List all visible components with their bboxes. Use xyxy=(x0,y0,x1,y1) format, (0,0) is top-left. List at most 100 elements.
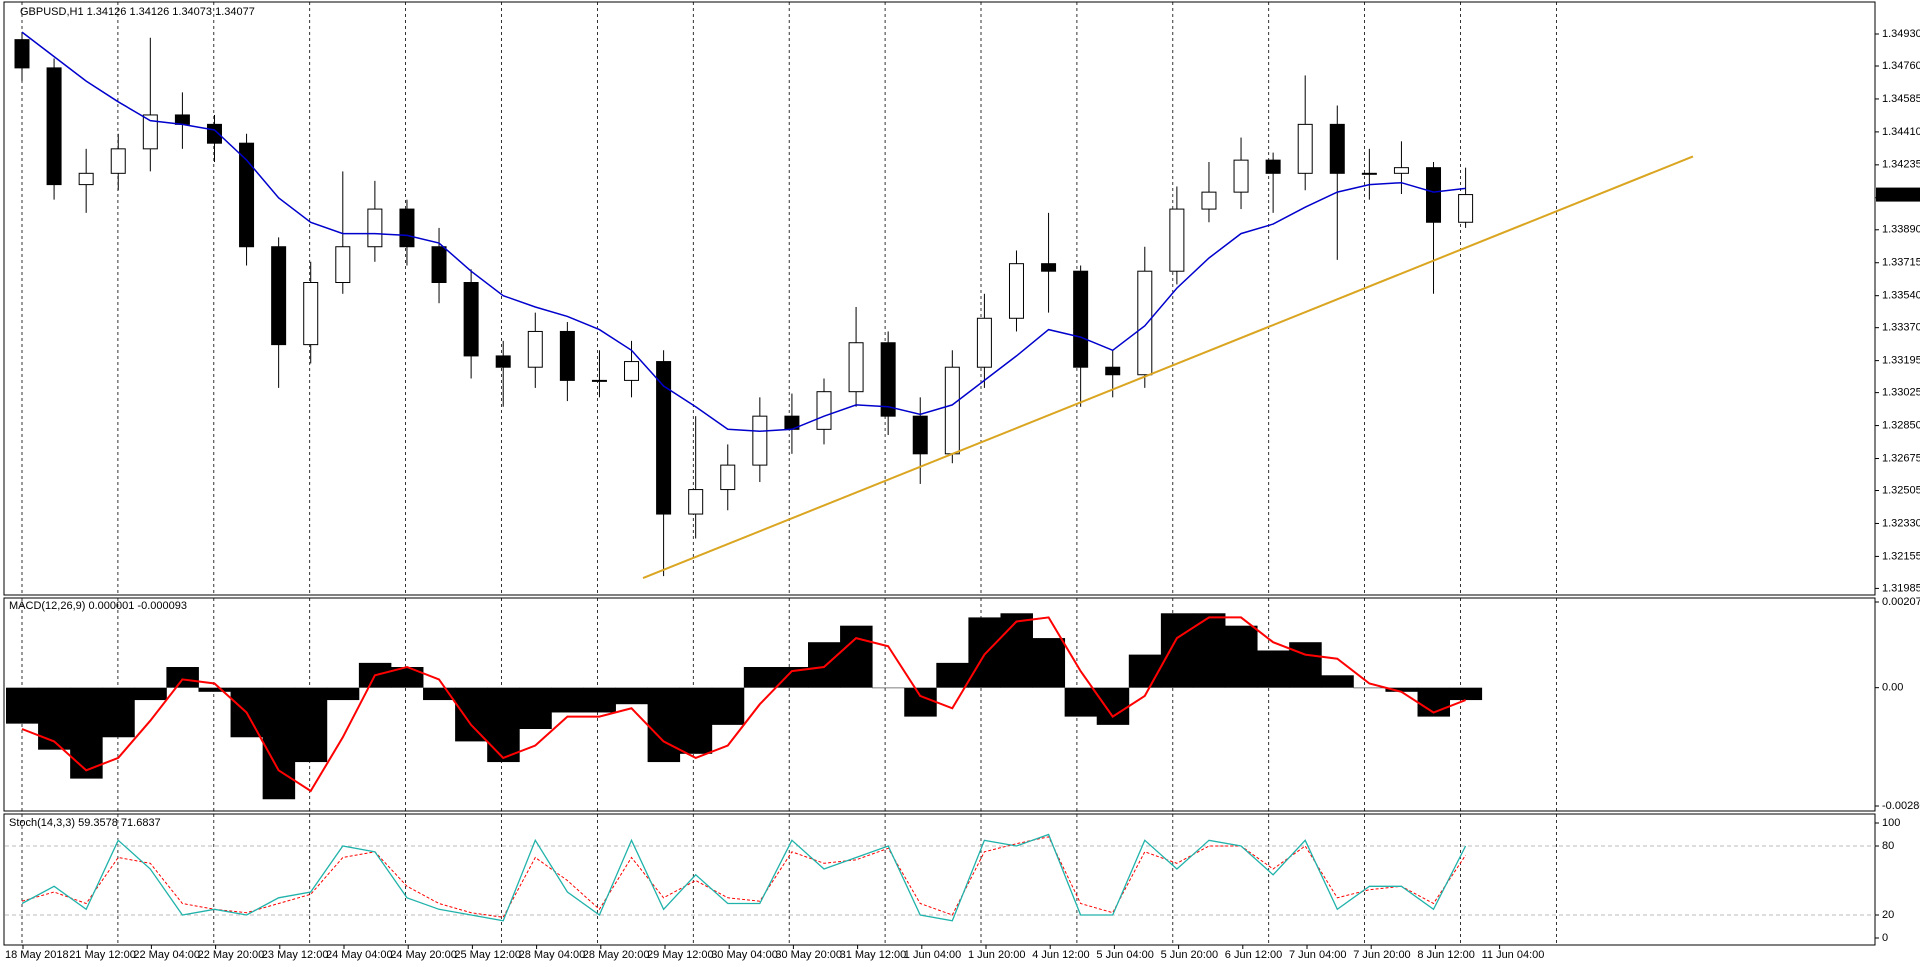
candle-body xyxy=(752,415,768,466)
y-tick-label: 1.32505 xyxy=(1882,484,1920,496)
candle-body xyxy=(527,330,543,368)
y-tick-label: 1.34760 xyxy=(1882,60,1920,72)
macd-bar xyxy=(840,625,873,688)
x-tick-label: 4 Jun 12:00 xyxy=(1032,949,1090,961)
macd-bar xyxy=(711,687,745,725)
x-tick-label: 8 Jun 12:00 xyxy=(1417,949,1475,961)
macd-bar xyxy=(808,642,841,688)
candle-body xyxy=(624,361,640,381)
candle-body xyxy=(1393,167,1409,174)
macd-bar xyxy=(70,687,103,779)
candle-body xyxy=(303,281,319,346)
x-tick-label: 18 May 2018 xyxy=(5,949,69,961)
candle-body xyxy=(944,366,960,455)
macd-bar xyxy=(1096,687,1130,725)
macd-bar xyxy=(134,687,167,701)
last-price-tag xyxy=(1876,187,1920,202)
macd-panel xyxy=(3,597,1876,812)
macd-signal xyxy=(21,616,1466,793)
candle-body xyxy=(1041,263,1057,272)
macd-bar xyxy=(1128,654,1162,688)
macd-bar xyxy=(775,667,809,688)
macd-bar xyxy=(1000,613,1033,688)
candle-body xyxy=(688,489,704,515)
moving-average xyxy=(21,31,1466,432)
x-tick-label: 7 Jun 04:00 xyxy=(1289,949,1347,961)
candle-body xyxy=(1329,123,1345,174)
candle-body xyxy=(1233,159,1249,193)
x-tick-label: 6 Jun 12:00 xyxy=(1225,949,1283,961)
candle-body xyxy=(848,342,864,393)
stoch-panel xyxy=(3,813,1876,946)
y-tick-label: 1.34585 xyxy=(1882,93,1920,105)
y-tick-label: 20 xyxy=(1882,909,1894,921)
macd-bar xyxy=(872,687,905,689)
candle-body xyxy=(174,114,190,125)
macd-bar xyxy=(1321,675,1354,688)
candle-body xyxy=(816,391,832,430)
macd-bar xyxy=(743,667,777,688)
candle-body xyxy=(1008,263,1024,319)
macd-bar xyxy=(326,687,360,701)
macd-bar xyxy=(1064,687,1098,717)
macd-bar xyxy=(423,687,456,701)
y-tick-label: 1.34235 xyxy=(1882,159,1920,171)
x-tick-label: 30 May 20:00 xyxy=(775,949,842,961)
macd-bar xyxy=(647,687,681,763)
y-tick-label: 1.33715 xyxy=(1882,257,1920,269)
candle-body xyxy=(1137,270,1153,376)
candle-body xyxy=(1105,366,1121,376)
x-tick-label: 29 May 12:00 xyxy=(647,949,714,961)
macd-bar xyxy=(166,667,199,688)
y-tick-label: 1.34930 xyxy=(1882,28,1920,40)
y-tick-label: 0.002073 xyxy=(1882,596,1920,608)
candle-body xyxy=(912,415,928,455)
candle-body xyxy=(976,317,992,368)
x-tick-label: 24 May 20:00 xyxy=(390,949,457,961)
x-tick-label: 28 May 04:00 xyxy=(519,949,586,961)
candle-body xyxy=(1297,123,1313,174)
candle-body xyxy=(335,246,351,283)
macd-bar xyxy=(455,687,488,742)
macd-bar xyxy=(615,687,649,705)
stoch-main xyxy=(21,833,1467,922)
candle-body xyxy=(1361,172,1377,175)
stoch-title: Stoch(14,3,3) 59.3578 71.6837 xyxy=(9,817,161,829)
y-tick-label: 1.32155 xyxy=(1882,550,1920,562)
x-tick-label: 31 May 12:00 xyxy=(840,949,907,961)
candle-body xyxy=(431,246,447,283)
macd-bar xyxy=(6,687,39,724)
macd-bar xyxy=(679,687,713,754)
macd-bar xyxy=(294,687,328,763)
x-tick-label: 5 Jun 04:00 xyxy=(1096,949,1154,961)
macd-title: MACD(12,26,9) 0.000001 -0.000093 xyxy=(9,600,187,612)
macd-bar xyxy=(1385,687,1418,692)
candle-body xyxy=(591,379,607,382)
x-tick-label: 5 Jun 20:00 xyxy=(1161,949,1219,961)
candle-body xyxy=(720,464,736,491)
candle-body xyxy=(463,281,479,357)
y-tick-label: 0 xyxy=(1882,932,1888,944)
x-tick-label: 1 Jun 20:00 xyxy=(968,949,1026,961)
candle-body xyxy=(239,142,255,248)
x-tick-label: 23 May 12:00 xyxy=(262,949,329,961)
macd-bar xyxy=(519,687,552,730)
candle-body xyxy=(559,330,575,381)
macd-bar xyxy=(1449,687,1483,701)
candle-body xyxy=(110,148,126,174)
stoch-signal xyxy=(21,836,1467,918)
macd-bar xyxy=(38,687,71,750)
macd-bar xyxy=(968,617,1001,688)
candle-body xyxy=(1426,167,1442,223)
y-tick-label: 1.32675 xyxy=(1882,452,1920,464)
candle-body xyxy=(1169,208,1185,272)
candle-body xyxy=(399,208,415,248)
candle-body xyxy=(142,114,158,150)
y-tick-label: 1.32330 xyxy=(1882,517,1920,529)
y-tick-label: -0.002863 xyxy=(1882,800,1920,812)
candle-body xyxy=(14,39,30,69)
macd-bar xyxy=(390,667,424,688)
price-title: GBPUSD,H1 1.34126 1.34126 1.34073 1.3407… xyxy=(20,6,255,18)
